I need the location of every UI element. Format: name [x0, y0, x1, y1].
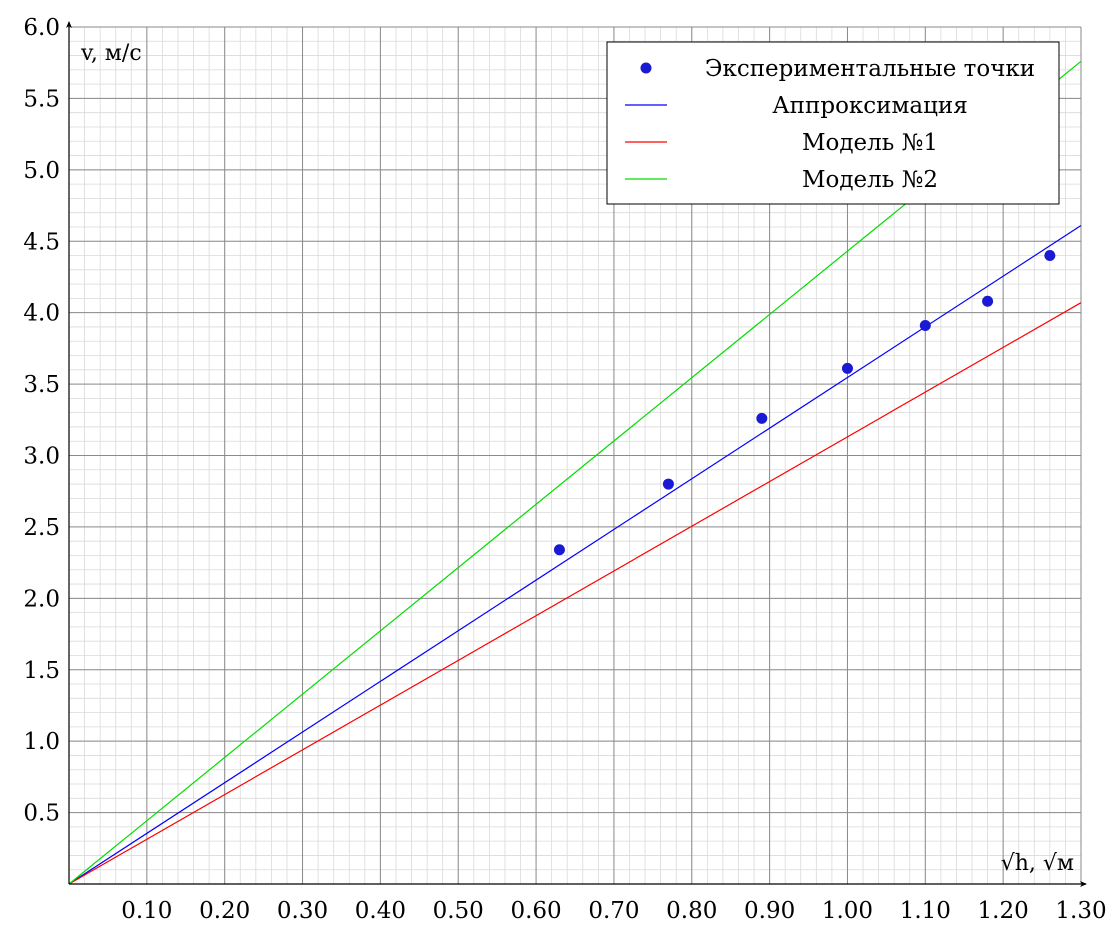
grid-major: [69, 26, 1082, 884]
y-tick-label: 5.5: [23, 86, 60, 112]
axes: [66, 21, 1087, 887]
series-line: [68, 225, 1082, 885]
y-axis-label: v, м/с: [80, 41, 142, 66]
y-tick-label: 1.5: [23, 658, 60, 684]
data-point: [841, 362, 853, 374]
y-tick-label: 4.5: [23, 229, 60, 255]
legend-box: [606, 41, 1060, 205]
y-tick-label: 0.5: [23, 801, 60, 827]
series-line: [68, 302, 1082, 885]
y-tick-label: 3.0: [23, 444, 60, 470]
data-point: [1044, 250, 1056, 262]
y-tick-label: 5.0: [23, 158, 60, 184]
x-tick-label: 0.70: [588, 898, 639, 924]
y-tick-label: 3.5: [23, 372, 60, 398]
legend-entry-label: Аппроксимация: [772, 93, 967, 119]
legend-entry-label: Экспериментальные точки: [705, 56, 1035, 82]
data-point: [662, 478, 674, 490]
tick-labels: 0.10 0.20 0.30 0.40 0.50 0.60 0.70 0.80 0.90 1.00…: [23, 15, 1106, 924]
data-point: [553, 544, 565, 556]
y-tick-label: 6.0: [23, 15, 60, 41]
legend: Экспериментальные точки Аппроксимация Моде…: [606, 41, 1060, 205]
x-tick-label: 0.60: [510, 898, 561, 924]
x-tick-label: 1.00: [822, 898, 873, 924]
x-tick-label: 1.30: [1055, 898, 1106, 924]
legend-point-swatch: [640, 62, 652, 74]
data-point: [919, 320, 931, 332]
x-tick-label: 0.10: [121, 898, 172, 924]
x-tick-label: 0.80: [666, 898, 717, 924]
x-tick-label: 0.50: [433, 898, 484, 924]
y-tick-label: 4.0: [23, 301, 60, 327]
x-tick-label: 1.20: [978, 898, 1029, 924]
y-axis-arrow: [66, 21, 72, 28]
y-tick-label: 2.0: [23, 586, 60, 612]
x-tick-label: 0.40: [355, 898, 406, 924]
x-tick-label: 0.90: [744, 898, 795, 924]
x-tick-label: 1.10: [900, 898, 951, 924]
x-axis-label: √h, √м: [1001, 851, 1074, 876]
y-tick-label: 1.0: [23, 729, 60, 755]
x-tick-label: 0.30: [277, 898, 328, 924]
x-axis-arrow: [1080, 881, 1087, 887]
legend-entry-label: Модель №2: [802, 167, 938, 193]
data-point: [756, 412, 768, 424]
legend-entry-label: Модель №1: [802, 130, 938, 156]
y-tick-label: 2.5: [23, 515, 60, 541]
data-point: [982, 295, 994, 307]
series-points: [553, 250, 1056, 556]
x-tick-label: 0.20: [199, 898, 250, 924]
